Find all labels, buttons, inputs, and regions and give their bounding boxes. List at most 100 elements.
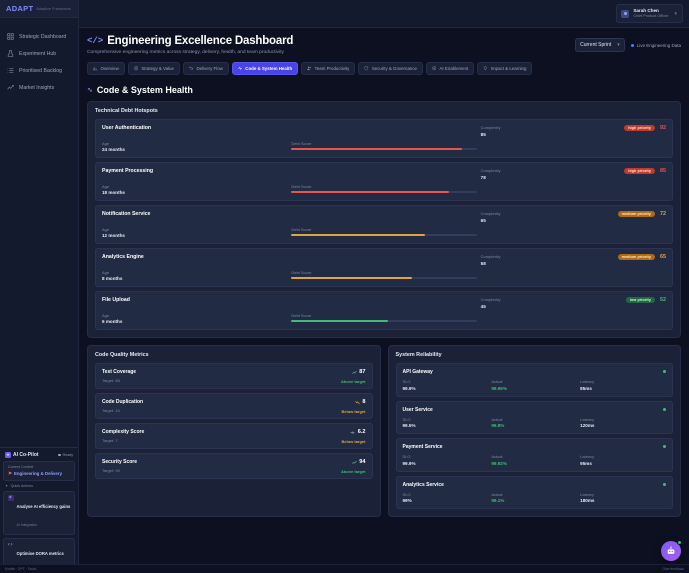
status-dot-icon xyxy=(58,453,61,457)
metric-row[interactable]: Complexity Score Target: 7 6.2 Below tar… xyxy=(95,423,373,449)
quick-action-item[interactable]: Analyse AI efficiency gains AI Integrati… xyxy=(3,490,75,535)
page-subtitle: Comprehensive engineering metrics across… xyxy=(87,50,284,55)
field-value: 95ms xyxy=(580,460,592,466)
user-profile-chip[interactable]: Sarah Chen Chief Product Officer ▾ xyxy=(616,4,683,23)
field-value: 99% xyxy=(402,498,412,503)
service-latency: Latency 95ms xyxy=(580,454,666,466)
sidebar-item-strategic-dashboard[interactable]: Strategic Dashboard xyxy=(0,28,78,45)
page-title: Engineering Excellence Dashboard xyxy=(107,35,294,47)
field-label: Latency xyxy=(580,416,595,422)
field-label: Complexity xyxy=(480,168,501,173)
field-value: 24 months xyxy=(102,147,125,152)
sidebar-item-market-insights[interactable]: Market Insights xyxy=(0,79,78,96)
hotspot-score: 52 xyxy=(660,297,666,304)
copilot-context-value-group: ⚑ Engineering & Delivery xyxy=(8,471,70,477)
metric-value-group: 94 xyxy=(341,459,366,465)
service-row[interactable]: User Service SLO 99.5% Actual 99.8% xyxy=(395,400,673,434)
page-footer: Mobile · DPT · Tasks Give feedback xyxy=(0,564,689,573)
status-dot-icon xyxy=(662,482,666,486)
tab-label: Impact & Learning xyxy=(490,66,527,71)
metric-row[interactable]: Code Duplication Target: 10 8 Below targ… xyxy=(95,393,373,419)
field-label: SLO xyxy=(402,416,411,422)
metric-name: Code Duplication xyxy=(102,399,144,405)
field-label: Complexity xyxy=(480,297,501,302)
field-label: Complexity xyxy=(480,125,501,130)
hotspot-row[interactable]: File Upload low priority 52 Complexity 4… xyxy=(95,291,673,330)
quick-action-title: Analyse AI efficiency gains xyxy=(16,503,71,509)
field-value: 120ms xyxy=(580,423,595,428)
tab-team-productivity[interactable]: Team Productivity xyxy=(301,62,356,75)
field-label: Debt Score xyxy=(291,226,312,232)
brand-name: ADAPT xyxy=(6,4,34,13)
tab-delivery-flow[interactable]: Delivery Flow xyxy=(182,62,229,75)
service-slo: SLO 99.9% xyxy=(403,454,489,466)
service-row[interactable]: Analytics Service SLO 99% Actual 99.1% xyxy=(395,475,673,509)
footer-right-text[interactable]: Give feedback xyxy=(662,567,684,571)
tab-impact-learning[interactable]: Impact & Learning xyxy=(477,62,533,75)
field-label: Latency xyxy=(580,454,595,459)
service-actual: Actual 99.92% xyxy=(491,454,577,466)
service-latency: Latency 180ms xyxy=(580,492,666,504)
hotspot-row[interactable]: Notification Service medium priority 72 … xyxy=(95,205,673,244)
pulse-icon: ∿ xyxy=(87,87,93,94)
trending-flat-icon xyxy=(350,430,355,434)
bulb-icon xyxy=(484,66,487,71)
tab-code-system-health[interactable]: Code & System Health xyxy=(231,62,299,75)
tab-label: AI Enablement xyxy=(439,66,469,71)
hotspot-score: 85 xyxy=(660,168,666,175)
brand-tagline: Adaptive Framework xyxy=(36,6,72,11)
tab-ai-enablement[interactable]: AI Enablement xyxy=(425,62,475,75)
live-status-dot-icon xyxy=(630,43,634,47)
metric-target: Target: 10 xyxy=(102,408,120,413)
hotspot-priority-group: high priority 85 xyxy=(624,168,666,175)
shield-icon xyxy=(364,66,369,71)
metric-row[interactable]: Test Coverage Target: 85 87 Above target xyxy=(95,363,373,389)
service-latency: Latency 120ms xyxy=(580,417,666,429)
copilot-quick-actions-label-group: Quick Actions xyxy=(3,484,75,488)
hotspot-complexity: Complexity 78 xyxy=(481,168,666,180)
copilot-context[interactable]: Current Context ⚑ Engineering & Delivery xyxy=(3,461,75,481)
field-label: Complexity xyxy=(480,211,501,216)
brand-logo[interactable]: ADAPT Adaptive Framework xyxy=(0,0,78,18)
grid-icon xyxy=(7,33,14,40)
hotspot-row[interactable]: Payment Processing high priority 85 Comp… xyxy=(95,162,673,201)
sidebar-item-experiment-hub[interactable]: Experiment Hub xyxy=(0,45,78,62)
sidebar-item-prioritised-backlog[interactable]: Prioritised Backlog xyxy=(0,62,78,79)
sidebar-item-label: Market Insights xyxy=(19,84,55,91)
metric-target: Target: 7 xyxy=(102,438,118,443)
service-row[interactable]: API Gateway SLO 99.9% Actual 99.95% xyxy=(395,363,673,397)
tab-label: Overview xyxy=(100,66,119,71)
progress-track xyxy=(291,190,477,194)
bottom-columns: Code Quality Metrics Test Coverage Targe… xyxy=(87,345,681,517)
field-value: 6 months xyxy=(102,319,123,324)
hotspot-score: 65 xyxy=(660,254,666,261)
tab-security-governance[interactable]: Security & Governance xyxy=(358,62,423,75)
progress-track xyxy=(291,233,477,237)
progress-track xyxy=(291,276,477,280)
hotspot-row[interactable]: User Authentication high priority 92 Com… xyxy=(95,119,673,158)
sprint-select[interactable]: Current Sprint ▾ xyxy=(575,38,625,52)
field-label: Latency xyxy=(580,379,595,384)
footer-left-text: Mobile · DPT · Tasks xyxy=(5,567,37,571)
hotspot-name: Payment Processing xyxy=(102,168,154,174)
field-value: 45 xyxy=(480,303,486,309)
user-role: Chief Product Officer xyxy=(633,14,669,18)
metric-row[interactable]: Security Score Target: 90 94 Above targe… xyxy=(95,453,373,479)
status-badge: high priority xyxy=(624,168,655,175)
field-value: 18 months xyxy=(102,190,125,195)
page-header-left: </> Engineering Excellence Dashboard Com… xyxy=(87,35,293,55)
target-icon xyxy=(134,66,139,71)
tab-strategy-value[interactable]: Strategy & Value xyxy=(127,62,180,75)
hotspot-score: 72 xyxy=(660,211,666,218)
hotspot-debt-score-bar: Debt Score xyxy=(291,313,477,325)
service-row[interactable]: Payment Service SLO 99.9% Actual 99.92% xyxy=(395,438,673,472)
hotspot-age: Age 24 months xyxy=(102,141,287,153)
tab-overview[interactable]: Overview xyxy=(87,62,125,75)
sprint-select-value: Current Sprint xyxy=(580,42,612,48)
service-latency: Latency 85ms xyxy=(580,379,666,391)
hotspot-row[interactable]: Analytics Engine medium priority 65 Comp… xyxy=(95,248,673,287)
trending-up-icon xyxy=(351,370,357,374)
hotspot-complexity: Complexity 85 xyxy=(481,125,666,137)
ai-chat-fab-button[interactable] xyxy=(661,540,682,561)
